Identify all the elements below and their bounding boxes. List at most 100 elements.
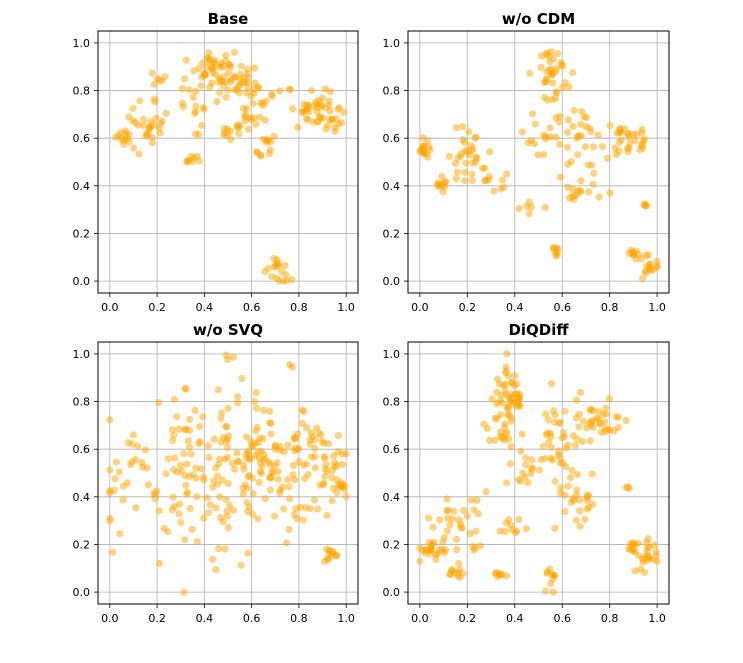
data-point bbox=[136, 97, 144, 105]
data-point bbox=[224, 480, 232, 488]
data-point bbox=[216, 88, 224, 96]
data-point bbox=[634, 539, 642, 547]
data-point bbox=[518, 430, 526, 438]
data-point bbox=[579, 417, 588, 425]
data-point bbox=[515, 401, 523, 409]
data-point bbox=[583, 497, 591, 505]
data-point bbox=[198, 73, 206, 81]
data-point bbox=[129, 104, 137, 113]
data-point bbox=[192, 102, 200, 110]
data-point bbox=[209, 555, 217, 563]
data-point bbox=[467, 496, 475, 504]
data-point bbox=[496, 428, 505, 436]
data-point bbox=[177, 518, 185, 526]
data-point bbox=[641, 202, 649, 210]
y-tick-label: 0.8 bbox=[73, 396, 91, 409]
data-point bbox=[220, 124, 228, 133]
data-point bbox=[191, 406, 199, 415]
data-point bbox=[537, 63, 545, 71]
data-point bbox=[507, 417, 515, 425]
data-point bbox=[541, 587, 550, 595]
data-point bbox=[581, 515, 589, 523]
data-point bbox=[594, 131, 602, 139]
data-point bbox=[311, 445, 319, 453]
data-point bbox=[302, 115, 311, 123]
data-point bbox=[173, 413, 181, 421]
data-point bbox=[311, 464, 319, 472]
data-point bbox=[169, 493, 177, 501]
data-point bbox=[617, 136, 625, 144]
data-point bbox=[575, 133, 583, 141]
data-point bbox=[337, 483, 346, 491]
data-point bbox=[152, 490, 160, 498]
data-point bbox=[326, 107, 334, 115]
data-point bbox=[549, 79, 557, 87]
data-point bbox=[513, 527, 521, 535]
data-point bbox=[462, 159, 470, 167]
data-point bbox=[143, 130, 151, 138]
data-point bbox=[112, 133, 120, 141]
data-point bbox=[448, 566, 456, 574]
x-tick-label: 0.6 bbox=[553, 301, 571, 314]
data-point bbox=[552, 133, 560, 141]
data-point bbox=[310, 496, 319, 504]
data-point bbox=[255, 478, 263, 486]
data-point bbox=[117, 134, 125, 143]
data-point bbox=[192, 87, 200, 95]
data-point bbox=[480, 420, 488, 428]
data-point bbox=[515, 204, 523, 213]
data-point bbox=[630, 546, 638, 554]
data-point bbox=[170, 395, 179, 404]
data-point bbox=[171, 454, 179, 462]
data-point bbox=[556, 453, 564, 461]
data-point bbox=[112, 458, 121, 466]
data-point bbox=[625, 130, 633, 138]
data-point bbox=[337, 118, 346, 127]
axes-frame bbox=[407, 30, 670, 294]
data-point bbox=[304, 470, 312, 478]
data-point bbox=[222, 496, 230, 504]
data-point bbox=[198, 59, 206, 67]
data-point bbox=[284, 475, 292, 484]
data-point bbox=[212, 504, 220, 512]
data-point bbox=[453, 545, 461, 554]
data-point bbox=[170, 431, 178, 439]
data-point bbox=[553, 89, 561, 97]
data-point bbox=[274, 468, 282, 476]
data-point bbox=[280, 505, 288, 513]
data-point bbox=[323, 511, 331, 519]
data-point bbox=[243, 499, 251, 507]
data-point bbox=[139, 121, 148, 130]
data-point bbox=[299, 461, 308, 469]
data-point bbox=[575, 507, 584, 515]
data-point bbox=[162, 470, 170, 478]
data-point bbox=[235, 130, 243, 138]
data-point bbox=[213, 472, 222, 480]
data-point bbox=[443, 527, 452, 535]
data-point bbox=[569, 122, 577, 131]
data-point bbox=[528, 110, 537, 118]
data-point bbox=[320, 452, 328, 461]
data-point bbox=[469, 145, 477, 153]
data-point bbox=[270, 254, 278, 263]
data-point bbox=[286, 86, 294, 94]
data-point bbox=[544, 429, 552, 437]
data-point bbox=[537, 52, 546, 60]
data-point bbox=[198, 413, 207, 421]
data-point bbox=[321, 465, 329, 473]
data-point bbox=[481, 164, 489, 172]
data-point bbox=[271, 512, 279, 520]
data-point bbox=[288, 276, 296, 284]
data-point bbox=[499, 176, 507, 184]
data-point bbox=[259, 406, 268, 414]
data-point bbox=[436, 516, 444, 524]
data-point bbox=[200, 514, 208, 522]
data-point bbox=[508, 378, 516, 386]
data-point bbox=[179, 103, 188, 111]
data-point bbox=[589, 180, 597, 188]
point-cloud bbox=[106, 351, 350, 596]
data-point bbox=[230, 48, 239, 56]
data-point bbox=[551, 411, 559, 419]
data-point bbox=[176, 500, 184, 508]
data-point bbox=[585, 503, 593, 512]
